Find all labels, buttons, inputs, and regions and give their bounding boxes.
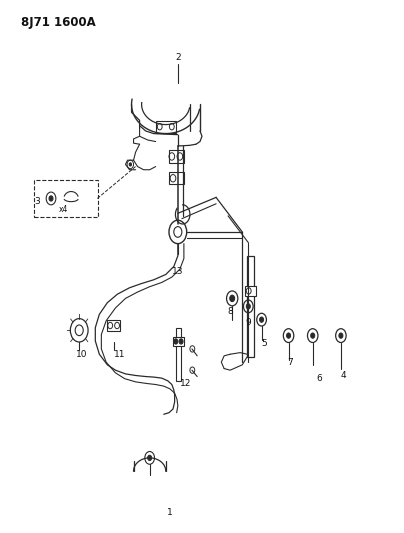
Circle shape (311, 333, 315, 338)
Text: 8J71 1600A: 8J71 1600A (21, 15, 96, 29)
Text: 2: 2 (175, 53, 181, 62)
Text: 9: 9 (245, 318, 251, 327)
FancyBboxPatch shape (34, 180, 98, 217)
Text: 12: 12 (180, 379, 191, 388)
Bar (156, 121, 176, 133)
Circle shape (179, 339, 183, 344)
Text: 6: 6 (316, 374, 322, 383)
Bar (107, 320, 120, 332)
Bar (169, 172, 184, 184)
Text: 1: 1 (167, 507, 173, 516)
Text: 13: 13 (172, 268, 183, 276)
Text: 7: 7 (288, 358, 293, 367)
Circle shape (339, 333, 343, 338)
Circle shape (49, 196, 53, 201)
Circle shape (129, 163, 132, 166)
Circle shape (246, 304, 250, 309)
Circle shape (230, 295, 235, 302)
Bar (176, 328, 181, 381)
Bar (247, 256, 255, 357)
Circle shape (174, 339, 178, 344)
Text: x4: x4 (59, 205, 68, 214)
Circle shape (286, 333, 290, 338)
Bar (246, 286, 256, 296)
Bar (173, 337, 184, 346)
Text: 5: 5 (261, 339, 267, 348)
Text: 8: 8 (227, 307, 233, 316)
Text: 10: 10 (76, 350, 87, 359)
Text: 4: 4 (340, 371, 346, 380)
Text: 11: 11 (114, 350, 125, 359)
Circle shape (260, 317, 263, 322)
Text: 3: 3 (34, 197, 40, 206)
Bar (169, 150, 184, 163)
Circle shape (147, 455, 152, 461)
